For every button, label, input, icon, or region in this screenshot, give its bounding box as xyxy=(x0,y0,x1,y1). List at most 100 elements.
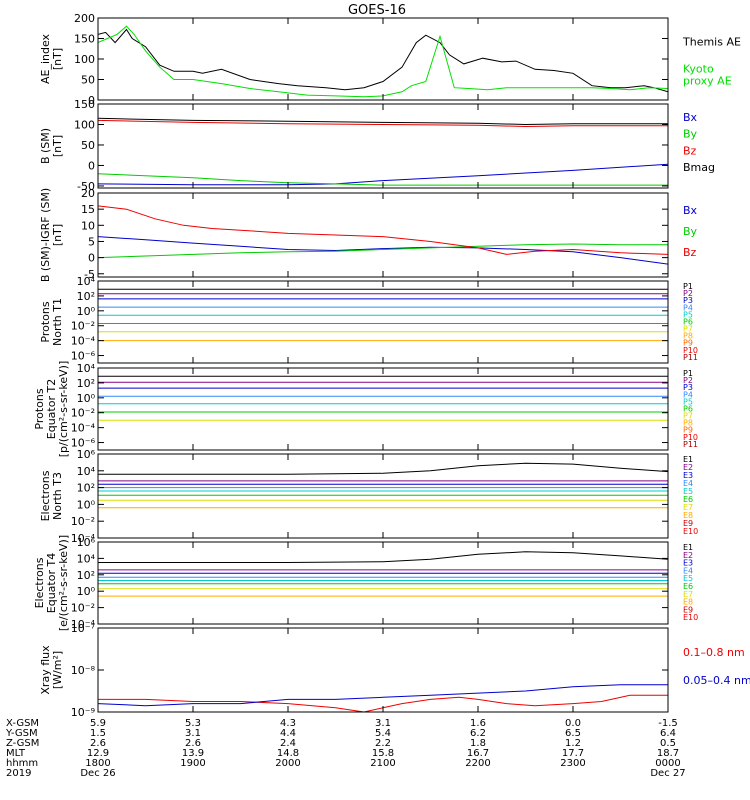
ephem-value: 0.5 xyxy=(660,738,676,749)
legend-entry: Bx xyxy=(683,204,698,217)
series-line-0-1-0-8-nm xyxy=(98,694,668,712)
legend-entry: By xyxy=(683,128,698,141)
y-axis-label: B (SM)-IGRF (SM)[nT] xyxy=(39,188,64,282)
y-axis-label: Xray flux[W/m²] xyxy=(39,645,64,695)
ephem-row-label: Z-GSM xyxy=(6,738,39,749)
y-tick-label: 10⁻⁸ xyxy=(71,664,96,677)
legend-entry: Bx xyxy=(683,111,698,124)
series-line-0-05-0-4-nm xyxy=(98,684,668,707)
ephem-value: 5.3 xyxy=(185,718,201,729)
y-axis-label: ProtonsNorth T1 xyxy=(39,298,64,346)
y-tick-label: 10⁻² xyxy=(71,515,95,528)
ephem-row-label: MLT xyxy=(6,748,26,759)
panel-bigrf: -5 0 5 10 15 20 B (SM)-IGRF (SM)[nT] Bx By Bz xyxy=(39,187,698,282)
y-tick-label: -5 xyxy=(84,268,95,281)
legend-entry: P5 xyxy=(683,397,693,406)
ephem-value: 18.7 xyxy=(657,748,679,759)
legend-entry: P4 xyxy=(683,303,693,312)
panel-pe: 10⁻⁶ 10⁻⁴ 10⁻² 10⁰ 10² 10⁴ ProtonsEquator T2[p… xyxy=(33,361,698,458)
ephem-value: 6.4 xyxy=(660,728,676,739)
y-tick-label: 0 xyxy=(88,94,95,107)
y-tick-label: 10⁻⁹ xyxy=(71,706,95,719)
legend-entry: By xyxy=(683,225,698,238)
series-group xyxy=(98,551,668,597)
y-tick-label: 10⁴ xyxy=(77,465,96,478)
y-tick-label: 0 xyxy=(88,159,95,172)
y-tick-label: 10⁻² xyxy=(71,602,95,615)
legend: Themis AE Kyoto proxy AE xyxy=(682,35,741,87)
y-tick-label: 10⁰ xyxy=(77,498,96,511)
legend-entry: P4 xyxy=(683,390,693,399)
panel-frame xyxy=(97,453,669,539)
y-tick-label: 150 xyxy=(74,33,95,46)
ephem-value: 1.6 xyxy=(470,718,486,729)
ephem-value: 6.2 xyxy=(470,728,486,739)
ephem-value: 5.4 xyxy=(375,728,391,739)
y-tick-label: 10⁻⁶ xyxy=(71,437,96,450)
legend-entry: E6 xyxy=(683,582,693,591)
legend-entry: P10 xyxy=(683,346,698,355)
y-axis-label: AE_index[nT] xyxy=(39,33,64,84)
ephem-value: 0000 xyxy=(655,758,680,769)
legend-entry: P11 xyxy=(683,440,698,449)
y-tick-label: 10⁻⁴ xyxy=(71,335,96,348)
series-line-bz xyxy=(98,119,668,128)
legend-entry: 0.1–0.8 nm xyxy=(683,646,745,659)
legend: Bx By Bz Bmag xyxy=(683,111,715,174)
panel-bsm: -50 0 50 100 150 B (SM)[nT] Bx By Bz Bmag xyxy=(39,98,715,193)
series-line-bx xyxy=(98,163,668,186)
series-group xyxy=(98,117,668,186)
legend-entry: P8 xyxy=(683,419,693,428)
ephem-value: 1.8 xyxy=(470,738,486,749)
y-tick-label: 10⁰ xyxy=(77,392,96,405)
ephem-row-label: X-GSM xyxy=(6,718,39,729)
y-tick-label: 5 xyxy=(88,235,95,248)
y-tick-label: 10⁻² xyxy=(71,320,95,333)
y-tick-label: 10² xyxy=(77,290,95,303)
series-group xyxy=(98,462,668,509)
series-line-themis-ae xyxy=(98,28,668,93)
legend-entry: E5 xyxy=(683,487,693,496)
ephem-value: 16.7 xyxy=(467,748,489,759)
ephemeris-table: X-GSMY-GSMZ-GSMMLThhmm20195.91.52.612.91… xyxy=(5,718,686,779)
ephem-value: Dec 26 xyxy=(80,768,115,779)
panel-ee: 10⁻⁴ 10⁻² 10⁰ 10² 10⁴ 10⁶ ElectronsEquator T4[… xyxy=(33,535,698,631)
legend-entry: P2 xyxy=(683,289,693,298)
y-tick-label: 10² xyxy=(77,482,95,495)
panel-frame xyxy=(97,103,669,189)
legend-entry: P8 xyxy=(683,332,693,341)
y-tick-label: 100 xyxy=(74,118,95,131)
ephem-value: 2100 xyxy=(370,758,395,769)
y-tick-label: 0 xyxy=(88,252,95,265)
y-tick-label: 10⁻⁷ xyxy=(71,622,95,635)
y-tick-label: 10⁶ xyxy=(77,448,96,461)
ephem-value: 15.8 xyxy=(372,748,394,759)
ephem-value: 2000 xyxy=(275,758,300,769)
ephem-value: 2.2 xyxy=(375,738,391,749)
y-tick-label: -50 xyxy=(77,180,95,193)
legend-entry: E1 xyxy=(683,543,693,552)
ephem-value: 12.9 xyxy=(87,748,109,759)
legend-entry: P5 xyxy=(683,310,693,319)
ephem-value: 1900 xyxy=(180,758,205,769)
series-line-e1 xyxy=(98,551,668,563)
ephem-value: 0.0 xyxy=(565,718,581,729)
legend-entry: Bmag xyxy=(683,161,715,174)
ephem-value: 2.6 xyxy=(185,738,201,749)
legend-entry: P2 xyxy=(683,376,693,385)
y-tick-label: 150 xyxy=(74,98,95,111)
y-tick-label: 20 xyxy=(81,187,95,200)
ephem-value: 2.6 xyxy=(90,738,106,749)
legend-entry: E8 xyxy=(683,511,693,520)
legend-entry: Themis AE xyxy=(682,35,741,48)
series-line-by xyxy=(98,243,668,259)
legend-entry: E4 xyxy=(683,566,693,575)
legend-entry: E9 xyxy=(683,519,693,528)
legend-entry: E3 xyxy=(683,471,693,480)
legend-entry: Kyoto proxy AE xyxy=(683,63,732,88)
panel-ae: 0 50 100 150 200 AE_index[nT] Themis AE Kyoto pr… xyxy=(39,12,741,107)
